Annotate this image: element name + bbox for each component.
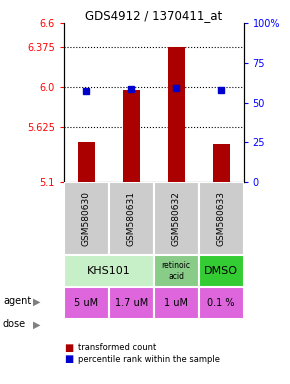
Text: 0.1 %: 0.1 % xyxy=(207,298,235,308)
Text: DMSO: DMSO xyxy=(204,266,238,276)
Text: GSM580630: GSM580630 xyxy=(82,191,91,246)
Text: GSM580633: GSM580633 xyxy=(217,191,226,246)
Bar xyxy=(109,182,154,255)
Text: KHS101: KHS101 xyxy=(87,266,130,276)
Bar xyxy=(123,90,140,182)
Bar xyxy=(199,255,244,287)
Bar xyxy=(154,255,199,287)
Text: ▶: ▶ xyxy=(33,296,41,306)
Text: GSM580632: GSM580632 xyxy=(172,191,181,246)
Text: GSM580631: GSM580631 xyxy=(127,191,136,246)
Text: ■: ■ xyxy=(64,354,73,364)
Text: retinoic
acid: retinoic acid xyxy=(162,261,191,281)
Bar xyxy=(213,144,230,182)
Bar xyxy=(154,287,199,319)
Title: GDS4912 / 1370411_at: GDS4912 / 1370411_at xyxy=(85,9,222,22)
Bar xyxy=(64,287,109,319)
Bar xyxy=(154,182,199,255)
Text: 1.7 uM: 1.7 uM xyxy=(115,298,148,308)
Bar xyxy=(199,287,244,319)
Bar xyxy=(168,48,185,182)
Bar xyxy=(64,255,154,287)
Bar xyxy=(109,287,154,319)
Text: ▶: ▶ xyxy=(33,319,41,329)
Text: 1 uM: 1 uM xyxy=(164,298,188,308)
Bar xyxy=(78,142,95,182)
Text: transformed count: transformed count xyxy=(78,343,157,352)
Text: agent: agent xyxy=(3,296,31,306)
Text: 5 uM: 5 uM xyxy=(74,298,98,308)
Bar xyxy=(199,182,244,255)
Bar xyxy=(64,182,109,255)
Text: ■: ■ xyxy=(64,343,73,353)
Text: percentile rank within the sample: percentile rank within the sample xyxy=(78,354,220,364)
Text: dose: dose xyxy=(3,319,26,329)
